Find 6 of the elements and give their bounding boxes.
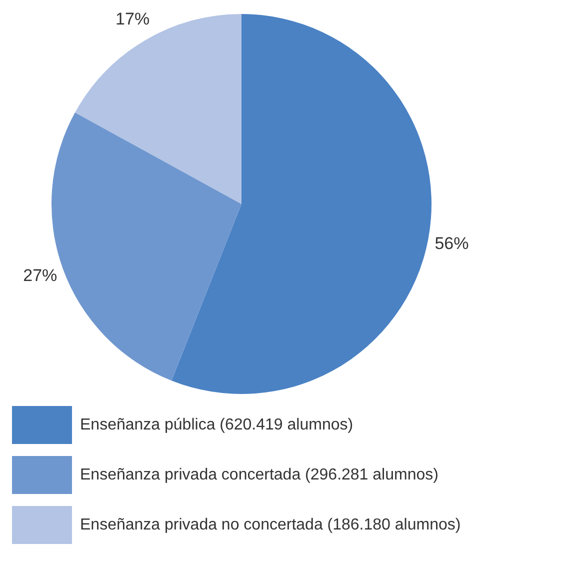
data-label: 17%: [116, 9, 150, 28]
data-label: 56%: [434, 234, 469, 253]
legend-label: Enseñanza privada concertada (296.281 alumnos): [80, 466, 438, 484]
data-label: 27%: [23, 266, 58, 286]
legend-label: Enseñanza pública (620.419 alumnos): [80, 416, 354, 434]
legend-label: Enseñanza privada no concertada (186.180 alumnos): [80, 516, 461, 534]
